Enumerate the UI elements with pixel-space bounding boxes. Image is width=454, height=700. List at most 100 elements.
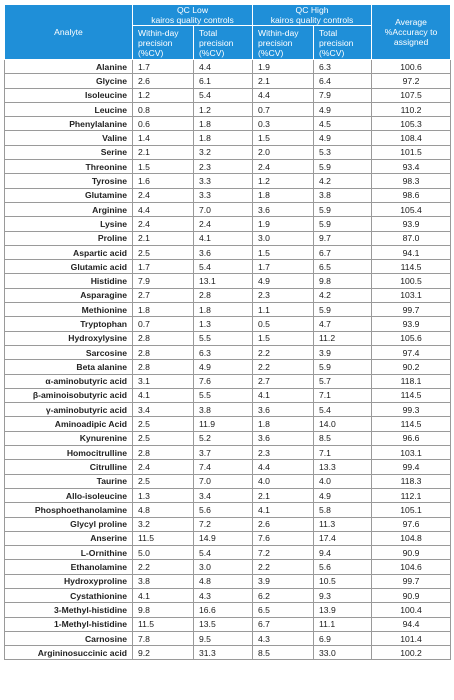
qc-low-within-day-cell: 7.9 [132,273,194,289]
qc-high-total-cell: 5.7 [313,373,373,389]
qc-low-total-cell: 5.6 [192,502,254,518]
qc-low-within-day-cell: 1.5 [132,159,194,175]
qc-high-within-day-cell: 1.2 [252,173,315,189]
average-accuracy-cell: 118.3 [371,473,452,489]
analyte-name-cell: Isoleucine [4,87,133,103]
average-accuracy-cell: 103.1 [371,287,452,304]
qc-high-total-cell: 5.3 [313,144,373,161]
table-row: Arginine 4.4 7.0 3.6 5.9 105.4 [4,201,452,218]
table-row: Glycine 2.6 6.1 2.1 6.4 97.2 [4,73,452,89]
qc-high-total-cell: 4.2 [313,287,373,304]
average-accuracy-cell: 110.2 [371,101,452,118]
qc-high-total-cell: 5.9 [313,159,373,175]
average-accuracy-cell: 118.1 [371,373,452,389]
analyte-name-cell: 3-Methyl-histidine [4,602,133,618]
table-row: γ-aminobutyric acid 3.4 3.8 3.6 5.4 99.3 [4,402,452,418]
qc-high-total-cell: 14.0 [313,416,373,432]
qc-high-within-day-cell: 1.5 [252,244,315,261]
qc-high-total-cell: 9.7 [313,230,373,246]
qc-high-total-cell: 11.1 [313,616,373,632]
average-accuracy-cell: 98.3 [371,173,452,189]
table-row: 3-Methyl-histidine 9.8 16.6 6.5 13.9 100.4 [4,602,452,618]
qc-low-within-day-cell: 0.6 [132,116,194,132]
qc-low-total-cell: 2.4 [192,216,254,232]
qc-low-total-cell: 1.3 [192,316,254,332]
qc-high-total-cell: 5.9 [313,359,373,375]
average-accuracy-cell: 107.5 [371,87,452,103]
qc-low-total-cell: 4.3 [192,587,254,604]
average-accuracy-cell: 100.2 [371,645,452,661]
qc-low-within-day-header: Within-day precision (%CV) [132,25,194,60]
qc-high-within-day-cell: 1.9 [252,216,315,232]
qc-high-total-cell: 13.3 [313,459,373,475]
qc-low-total-cell: 5.4 [192,259,254,275]
table-row: Leucine 0.8 1.2 0.7 4.9 110.2 [4,101,452,118]
table-header: Analyte QC Low kairos quality controls Q… [4,4,452,60]
qc-high-within-day-cell: 0.5 [252,316,315,332]
qc-high-total-cell: 3.8 [313,187,373,203]
qc-high-within-day-cell: 4.0 [252,473,315,489]
qc-low-within-day-cell: 2.4 [132,187,194,203]
qc-low-within-day-cell: 11.5 [132,616,194,632]
analyte-name-cell: β-aminoisobutyric acid [4,387,133,404]
analyte-name-cell: Proline [4,230,133,246]
table-row: Ethanolamine 2.2 3.0 2.2 5.6 104.6 [4,559,452,575]
average-accuracy-cell: 94.1 [371,244,452,261]
qc-low-within-day-cell: 9.2 [132,645,194,661]
qc-low-total-cell: 13.1 [192,273,254,289]
table-row: Homocitrulline 2.8 3.7 2.3 7.1 103.1 [4,445,452,461]
qc-high-total-cell: 4.7 [313,316,373,332]
analyte-name-cell: Leucine [4,101,133,118]
qc-high-within-day-cell: 4.3 [252,630,315,647]
qc-low-within-day-cell: 1.2 [132,87,194,103]
average-accuracy-cell: 100.5 [371,273,452,289]
qc-high-within-day-cell: 3.9 [252,573,315,589]
qc-low-total-cell: 31.3 [192,645,254,661]
analyte-name-cell: 1-Methyl-histidine [4,616,133,632]
precision-accuracy-table: Analyte QC Low kairos quality controls Q… [4,4,452,661]
qc-low-total-cell: 1.8 [192,130,254,146]
qc-low-total-cell: 3.6 [192,244,254,261]
qc-low-within-day-cell: 2.8 [132,330,194,346]
qc-low-total-header: Total precision (%CV) [192,25,254,60]
average-accuracy-cell: 101.5 [371,144,452,161]
qc-high-total-cell: 11.2 [313,330,373,346]
qc-high-within-day-cell: 4.4 [252,459,315,475]
qc-high-within-day-cell: 2.2 [252,559,315,575]
table-row: β-aminoisobutyric acid 4.1 5.5 4.1 7.1 114.5 [4,387,452,404]
qc-low-within-day-cell: 3.8 [132,573,194,589]
qc-low-within-day-cell: 5.0 [132,545,194,561]
qc-low-total-cell: 3.0 [192,559,254,575]
qc-high-total-cell: 17.4 [313,530,373,547]
qc-low-total-cell: 7.0 [192,473,254,489]
qc-high-total-cell: 10.5 [313,573,373,589]
table-row: Phosphoethanolamine 4.8 5.6 4.1 5.8 105.1 [4,502,452,518]
analyte-name-cell: Aminoadipic Acid [4,416,133,432]
table-row: α-aminobutyric acid 3.1 7.6 2.7 5.7 118.1 [4,373,452,389]
table-row: Lysine 2.4 2.4 1.9 5.9 93.9 [4,216,452,232]
analyte-name-cell: Methionine [4,302,133,318]
analyte-name-cell: Anserine [4,530,133,547]
analyte-name-cell: Citrulline [4,459,133,475]
average-accuracy-cell: 114.5 [371,387,452,404]
average-accuracy-cell: 87.0 [371,230,452,246]
qc-high-total-cell: 7.1 [313,387,373,404]
qc-low-total-cell: 3.3 [192,187,254,203]
average-accuracy-cell: 108.4 [371,130,452,146]
qc-low-within-day-cell: 7.8 [132,630,194,647]
qc-low-total-cell: 1.8 [192,302,254,318]
qc-low-total-cell: 3.2 [192,144,254,161]
qc-low-total-cell: 5.2 [192,430,254,447]
qc-high-within-day-cell: 1.5 [252,330,315,346]
qc-high-within-day-cell: 4.9 [252,273,315,289]
qc-low-within-day-cell: 1.4 [132,130,194,146]
qc-low-total-cell: 3.7 [192,445,254,461]
average-accuracy-cell: 93.9 [371,216,452,232]
qc-low-total-cell: 4.1 [192,230,254,246]
average-accuracy-cell: 96.6 [371,430,452,447]
table-row: Tyrosine 1.6 3.3 1.2 4.2 98.3 [4,173,452,189]
average-accuracy-cell: 104.8 [371,530,452,547]
qc-high-within-day-cell: 0.3 [252,116,315,132]
average-accuracy-cell: 100.4 [371,602,452,618]
qc-high-within-day-cell: 2.0 [252,144,315,161]
